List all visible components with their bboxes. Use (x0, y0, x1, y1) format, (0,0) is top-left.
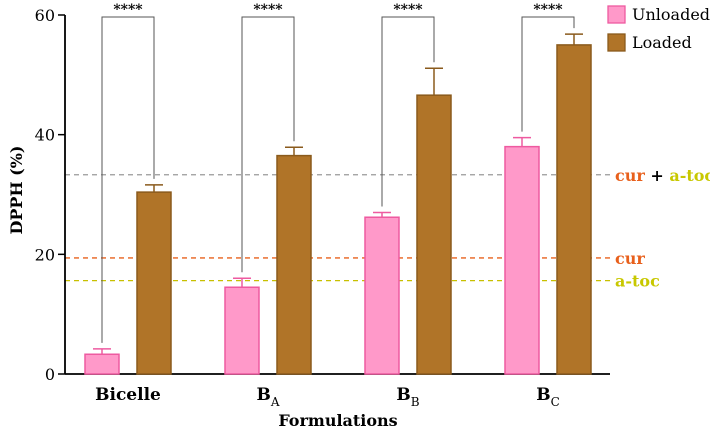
significance-bracket (101, 16, 155, 343)
significance-label: **** (533, 2, 563, 18)
reference-label-part: a-toc (615, 272, 660, 291)
legend-label: Unloaded (632, 5, 710, 24)
significance-label: **** (253, 2, 283, 18)
significance-label: **** (113, 2, 143, 18)
x-axis-label: Formulations (278, 411, 397, 430)
y-axis-label: DPPH (%) (7, 146, 26, 235)
category-main: Bicelle (95, 385, 161, 405)
bar-unloaded (364, 216, 400, 375)
legend-swatch-loaded (607, 33, 626, 52)
reference-line-label: cur + a-toc (615, 166, 710, 185)
x-category-label: BA (256, 385, 279, 409)
y-tick-label: 0 (45, 365, 55, 384)
significance-bracket (381, 16, 435, 207)
significance-bracket (521, 16, 575, 132)
reference-label-part: + (645, 166, 670, 185)
reference-label-part: cur (615, 166, 645, 185)
significance-bracket (241, 16, 295, 273)
x-category-label: BC (536, 385, 560, 409)
bar-loaded (276, 154, 312, 375)
y-tick-label: 20 (35, 245, 55, 264)
bar-loaded (556, 44, 592, 375)
bar-unloaded (224, 286, 260, 375)
reference-line-label: cur (615, 249, 645, 268)
category-main: B (536, 385, 550, 405)
significance-label: **** (393, 2, 423, 18)
bar-loaded (416, 94, 452, 375)
category-main: B (396, 385, 410, 405)
bar-loaded (136, 191, 172, 375)
reference-label-part: cur (615, 249, 645, 268)
category-subscript: C (551, 395, 560, 409)
category-subscript: B (411, 395, 420, 409)
reference-line-label: a-toc (615, 272, 660, 291)
reference-label-part: a-toc (669, 166, 710, 185)
y-tick-label: 40 (35, 126, 55, 145)
bar-unloaded (84, 353, 120, 375)
category-main: B (256, 385, 270, 405)
x-category-label: BB (396, 385, 419, 409)
legend-swatch-unloaded (607, 5, 626, 24)
y-tick-label: 60 (35, 6, 55, 25)
bar-unloaded (504, 145, 540, 375)
category-subscript: A (270, 395, 280, 409)
legend-label: Loaded (632, 33, 692, 52)
x-category-label: Bicelle (95, 385, 161, 405)
